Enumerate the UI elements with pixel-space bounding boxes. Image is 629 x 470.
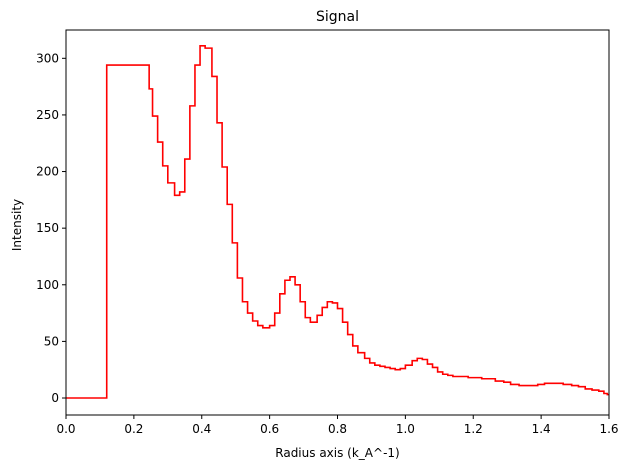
y-tick-label: 0 bbox=[51, 391, 59, 405]
y-tick-label: 50 bbox=[44, 334, 59, 348]
y-tick-label: 150 bbox=[36, 221, 59, 235]
y-tick-label: 300 bbox=[36, 51, 59, 65]
x-tick-label: 0.4 bbox=[192, 422, 211, 436]
plot-area: 0.0 0.2 0.4 0.6 0.8 1.0 1.2 1.4 1.6 0 50 100 150 200 2… bbox=[36, 29, 619, 436]
x-tick-label: 0.6 bbox=[260, 422, 279, 436]
x-tick-label: 0.8 bbox=[328, 422, 347, 436]
chart-title: Signal bbox=[316, 9, 359, 25]
plot-frame bbox=[65, 29, 610, 416]
x-tick-label: 1.6 bbox=[599, 422, 618, 436]
y-tick-label: 100 bbox=[36, 278, 59, 292]
x-tick-label: 1.0 bbox=[396, 422, 415, 436]
x-tick-label: 0.2 bbox=[124, 422, 143, 436]
x-tick-label: 1.2 bbox=[464, 422, 483, 436]
series-line-0 bbox=[66, 45, 609, 399]
y-axis-title: Intensity bbox=[10, 199, 24, 251]
y-tick-label: 200 bbox=[36, 165, 59, 179]
x-tick-label: 0.0 bbox=[56, 422, 75, 436]
x-axis-title: Radius axis (k_A^-1) bbox=[275, 446, 399, 460]
x-tick-label: 1.4 bbox=[532, 422, 551, 436]
y-tick-label: 250 bbox=[36, 108, 59, 122]
